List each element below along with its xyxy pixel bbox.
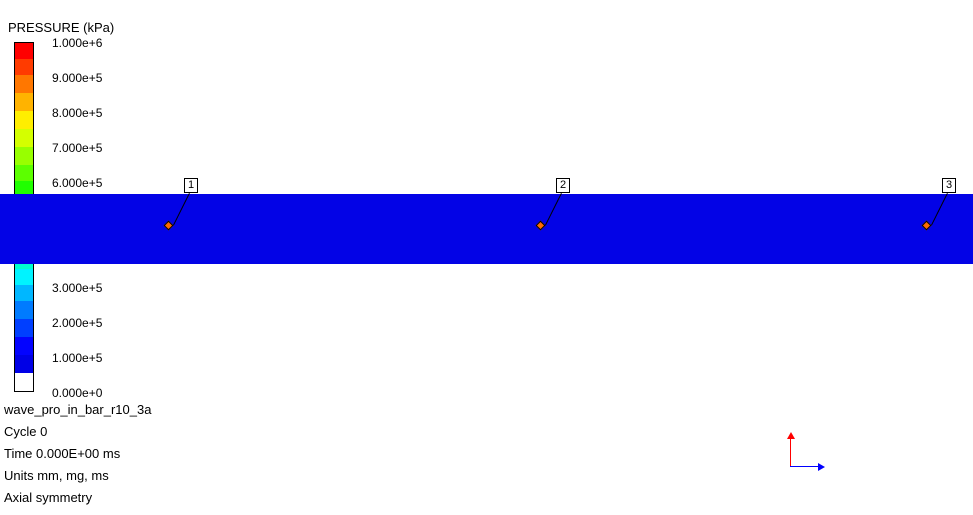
colorbar-segment bbox=[15, 355, 33, 373]
status-line: Units mm, mg, ms bbox=[4, 468, 109, 483]
colorbar-tick-label: 6.000e+5 bbox=[52, 176, 102, 190]
gauge-label: 2 bbox=[556, 178, 570, 193]
status-line: Time 0.000E+00 ms bbox=[4, 446, 120, 461]
colorbar-segment bbox=[15, 43, 33, 59]
axis-y-arrow bbox=[790, 438, 791, 466]
colorbar-segment bbox=[15, 319, 33, 337]
colorbar-segment bbox=[15, 337, 33, 355]
axis-x-arrowhead bbox=[818, 463, 825, 471]
colorbar-segment bbox=[15, 301, 33, 319]
colorbar-tick-label: 8.000e+5 bbox=[52, 106, 102, 120]
colorbar-tick-label: 1.000e+5 bbox=[52, 351, 102, 365]
status-line: Axial symmetry bbox=[4, 490, 92, 505]
colorbar-tick-label: 7.000e+5 bbox=[52, 141, 102, 155]
colorbar-segment bbox=[15, 165, 33, 181]
colorbar-segment bbox=[15, 269, 33, 285]
axis-y-arrowhead bbox=[787, 432, 795, 439]
colorbar-segment bbox=[15, 111, 33, 129]
axis-x-arrow bbox=[790, 466, 818, 467]
colorbar-tick-label: 0.000e+0 bbox=[52, 386, 102, 400]
gauge-label: 1 bbox=[184, 178, 198, 193]
status-line: Cycle 0 bbox=[4, 424, 47, 439]
colorbar-segment bbox=[15, 129, 33, 147]
colorbar-segment bbox=[15, 285, 33, 301]
simulation-domain-bar bbox=[0, 194, 973, 264]
colorbar-tick-label: 1.000e+6 bbox=[52, 36, 102, 50]
colorbar-segment bbox=[15, 59, 33, 75]
colorbar-tick-label: 2.000e+5 bbox=[52, 316, 102, 330]
legend-title: PRESSURE (kPa) bbox=[8, 20, 114, 35]
colorbar-segment bbox=[15, 147, 33, 165]
colorbar-segment bbox=[15, 93, 33, 111]
colorbar-tick-label: 3.000e+5 bbox=[52, 281, 102, 295]
colorbar-segment bbox=[15, 75, 33, 93]
gauge-label: 3 bbox=[942, 178, 956, 193]
colorbar-tick-label: 9.000e+5 bbox=[52, 71, 102, 85]
status-line: wave_pro_in_bar_r10_3a bbox=[4, 402, 151, 417]
